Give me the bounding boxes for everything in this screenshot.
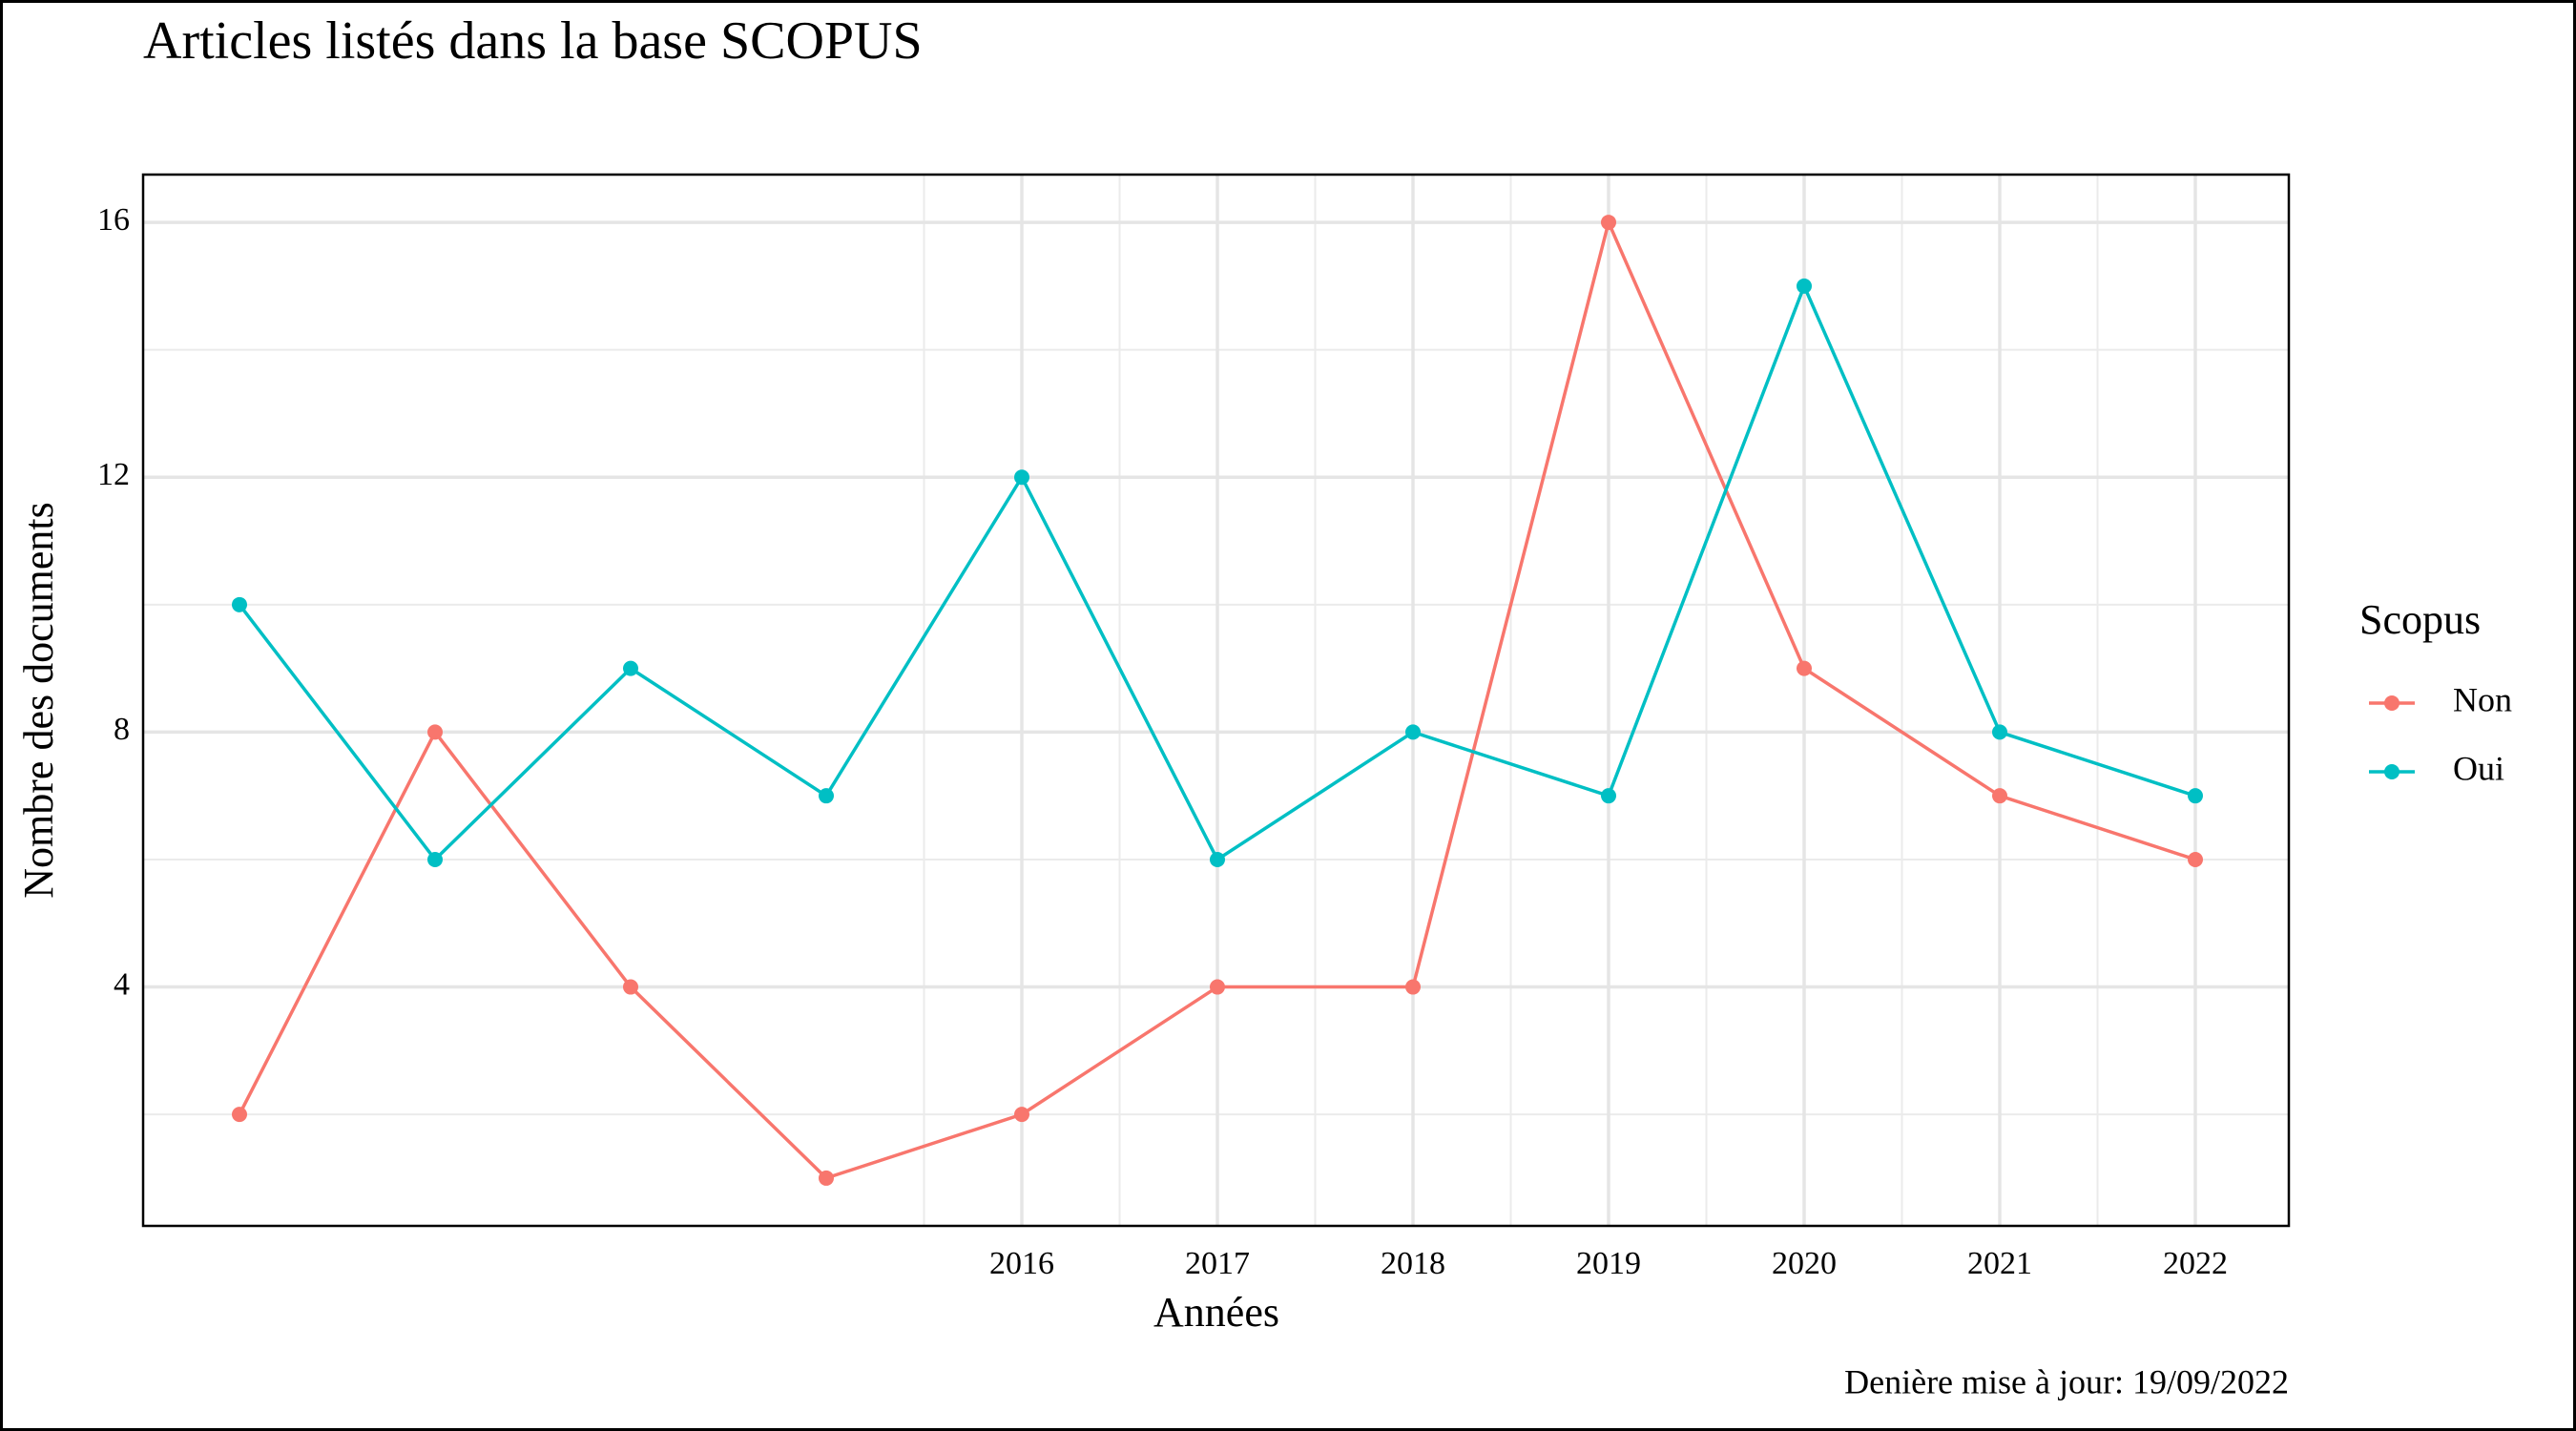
data-point xyxy=(623,660,638,676)
legend-label: Non xyxy=(2453,680,2512,718)
legend-title: Scopus xyxy=(2359,596,2481,643)
data-point xyxy=(2188,851,2203,867)
plot-area xyxy=(232,215,2203,1186)
data-point xyxy=(819,788,834,804)
x-tick-label: 2018 xyxy=(1381,1246,1445,1281)
data-point xyxy=(1405,724,1421,740)
data-point xyxy=(427,851,443,867)
data-point xyxy=(1210,851,1225,867)
y-tick-label: 16 xyxy=(97,202,130,238)
y-tick-label: 12 xyxy=(97,457,130,492)
data-point xyxy=(427,724,443,740)
x-tick-label: 2019 xyxy=(1576,1246,1641,1281)
data-point xyxy=(819,1170,834,1186)
x-tick-label: 2017 xyxy=(1185,1246,1250,1281)
chart-title: Articles listés dans la base SCOPUS xyxy=(143,11,923,71)
x-tick-label: 2020 xyxy=(1772,1246,1837,1281)
legend-label: Oui xyxy=(2453,749,2504,787)
legend-key-point xyxy=(2384,764,2399,779)
data-point xyxy=(1405,979,1421,995)
data-point xyxy=(623,979,638,995)
data-point xyxy=(1014,469,1029,486)
data-point xyxy=(1992,788,2007,804)
data-point xyxy=(1601,788,1616,804)
x-tick-label: 2022 xyxy=(2163,1246,2228,1281)
data-point xyxy=(1797,660,1812,676)
x-axis-title: Années xyxy=(1153,1289,1279,1336)
data-point xyxy=(1210,979,1225,995)
data-point xyxy=(1601,215,1616,231)
x-tick-label: 2016 xyxy=(989,1246,1054,1281)
y-axis-title: Nombre des documents xyxy=(15,502,62,898)
data-point xyxy=(232,596,247,612)
caption: Denière mise à jour: 19/09/2022 xyxy=(1844,1362,2289,1400)
y-tick-label: 8 xyxy=(114,712,130,747)
y-tick-label: 4 xyxy=(114,966,130,1002)
x-tick-label: 2021 xyxy=(1967,1246,2032,1281)
data-point xyxy=(1014,1107,1029,1123)
data-point xyxy=(1797,278,1812,294)
data-point xyxy=(1992,724,2007,740)
panel-border xyxy=(141,173,2291,1228)
data-point xyxy=(232,1107,247,1123)
legend-key-point xyxy=(2384,695,2399,711)
data-point xyxy=(2188,788,2203,804)
